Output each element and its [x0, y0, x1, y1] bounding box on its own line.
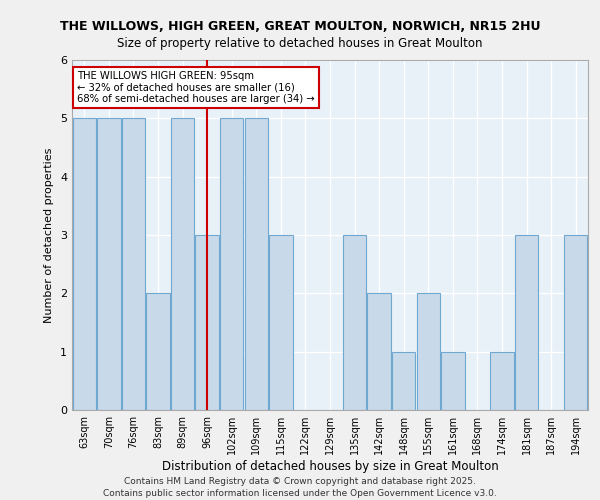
Bar [220, 118, 244, 410]
Bar [515, 235, 538, 410]
Y-axis label: Number of detached properties: Number of detached properties [44, 148, 55, 322]
Bar [416, 294, 440, 410]
X-axis label: Distribution of detached houses by size in Great Moulton: Distribution of detached houses by size … [161, 460, 499, 473]
Bar [392, 352, 415, 410]
Bar [196, 235, 219, 410]
Bar [343, 235, 366, 410]
Bar [564, 235, 587, 410]
Text: THE WILLOWS, HIGH GREEN, GREAT MOULTON, NORWICH, NR15 2HU: THE WILLOWS, HIGH GREEN, GREAT MOULTON, … [60, 20, 540, 33]
Bar [146, 294, 170, 410]
Bar [367, 294, 391, 410]
Bar [122, 118, 145, 410]
Text: Contains HM Land Registry data © Crown copyright and database right 2025.: Contains HM Land Registry data © Crown c… [124, 478, 476, 486]
Bar [171, 118, 194, 410]
Bar [73, 118, 96, 410]
Text: Contains public sector information licensed under the Open Government Licence v3: Contains public sector information licen… [103, 489, 497, 498]
Text: THE WILLOWS HIGH GREEN: 95sqm
← 32% of detached houses are smaller (16)
68% of s: THE WILLOWS HIGH GREEN: 95sqm ← 32% of d… [77, 70, 315, 104]
Bar [441, 352, 464, 410]
Bar [269, 235, 293, 410]
Bar [245, 118, 268, 410]
Bar [490, 352, 514, 410]
Bar [97, 118, 121, 410]
Text: Size of property relative to detached houses in Great Moulton: Size of property relative to detached ho… [117, 38, 483, 51]
